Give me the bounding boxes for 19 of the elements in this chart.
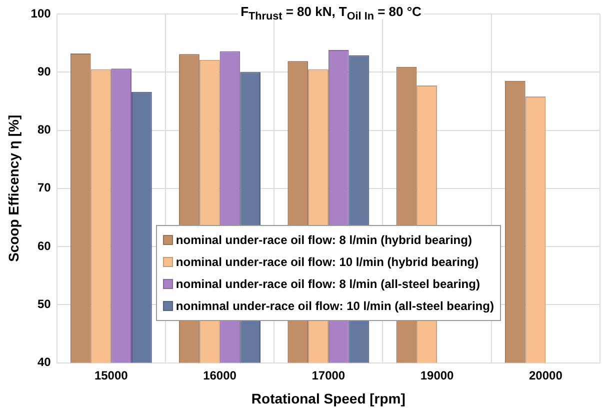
legend-label: nominal under-race oil flow: 8 l/min (all-steel bearing) xyxy=(174,276,481,293)
x-tick-label: 16000 xyxy=(203,368,237,382)
x-tick-label: 15000 xyxy=(94,368,128,382)
y-tick-label: 70 xyxy=(37,180,52,195)
legend-label: nominal under-race oil flow: 10 l/min (hybrid bearing) xyxy=(174,254,480,271)
x-tick-label: 20000 xyxy=(528,368,563,382)
x-axis-title: Rotational Speed [rpm] xyxy=(251,390,406,406)
legend-label: nonimnal under-race oil flow: 10 l/min (all-steel bearing) xyxy=(174,298,494,315)
x-tick-label: 19000 xyxy=(420,368,454,382)
y-tick-label: 100 xyxy=(30,6,52,20)
y-tick-label: 90 xyxy=(37,64,52,78)
y-axis-title: Scoop Efficency η [%] xyxy=(5,114,22,262)
y-tick-label: 80 xyxy=(37,122,52,137)
y-tick-label: 60 xyxy=(37,238,52,253)
legend-label: nominal under-race oil flow: 8 l/min (hybrid bearing) xyxy=(174,232,473,249)
y-tick-label: 50 xyxy=(37,296,52,311)
chart-title: F$_{Thrust}$ = 80 kN, T$_{Oil In}$ = 80 °C xyxy=(240,4,422,23)
x-tick-label: 17000 xyxy=(312,368,346,382)
y-tick-label: 40 xyxy=(37,355,52,370)
